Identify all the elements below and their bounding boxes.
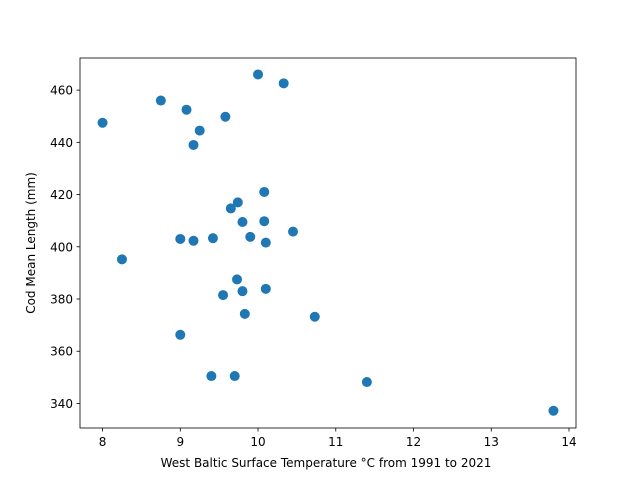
x-axis-label: West Baltic Surface Temperature °C from … — [161, 456, 492, 470]
data-point — [206, 371, 217, 382]
data-point — [259, 186, 270, 197]
data-point — [175, 329, 186, 340]
data-point — [116, 254, 127, 265]
x-tick-label: 13 — [484, 435, 499, 449]
y-tick-label: 440 — [50, 136, 73, 150]
y-tick-label: 380 — [50, 293, 73, 307]
data-point — [175, 233, 186, 244]
data-point — [288, 226, 299, 237]
y-tick-label: 460 — [50, 84, 73, 98]
x-tick-label: 8 — [99, 435, 107, 449]
y-tick-label: 400 — [50, 240, 73, 254]
data-point — [207, 233, 218, 244]
data-point — [278, 78, 289, 89]
data-point — [232, 274, 243, 285]
data-point — [155, 95, 166, 106]
data-point — [218, 290, 229, 301]
data-point — [188, 139, 199, 150]
x-tick-label: 10 — [250, 435, 265, 449]
data-point — [181, 104, 192, 115]
data-point — [361, 377, 372, 388]
y-axis-label: Cod Mean Length (mm) — [24, 172, 38, 314]
data-point — [309, 311, 320, 322]
data-point — [188, 235, 199, 246]
data-point — [97, 117, 108, 128]
data-point — [229, 371, 240, 382]
data-point — [259, 216, 270, 227]
x-tick-label: 9 — [176, 435, 184, 449]
y-tick-label: 420 — [50, 188, 73, 202]
y-tick-label: 360 — [50, 345, 73, 359]
data-point — [260, 283, 271, 294]
data-point — [225, 203, 236, 214]
plot-area-frame — [79, 57, 577, 429]
x-tick-label: 14 — [561, 435, 576, 449]
x-tick-label: 12 — [406, 435, 421, 449]
data-point — [260, 237, 271, 248]
data-point — [548, 405, 559, 416]
y-tick-label: 340 — [50, 397, 73, 411]
data-point — [245, 231, 256, 242]
data-point — [237, 216, 248, 227]
data-point — [253, 69, 264, 80]
data-point — [237, 286, 248, 297]
data-point — [239, 308, 250, 319]
axis-ticks: 8 9 10 11 12 13 14 340 360 380 400 420 440 460 — [50, 84, 577, 449]
x-tick-label: 11 — [328, 435, 343, 449]
data-point — [232, 197, 243, 208]
data-point — [220, 111, 231, 122]
data-point — [194, 125, 205, 136]
data-points — [97, 69, 559, 416]
